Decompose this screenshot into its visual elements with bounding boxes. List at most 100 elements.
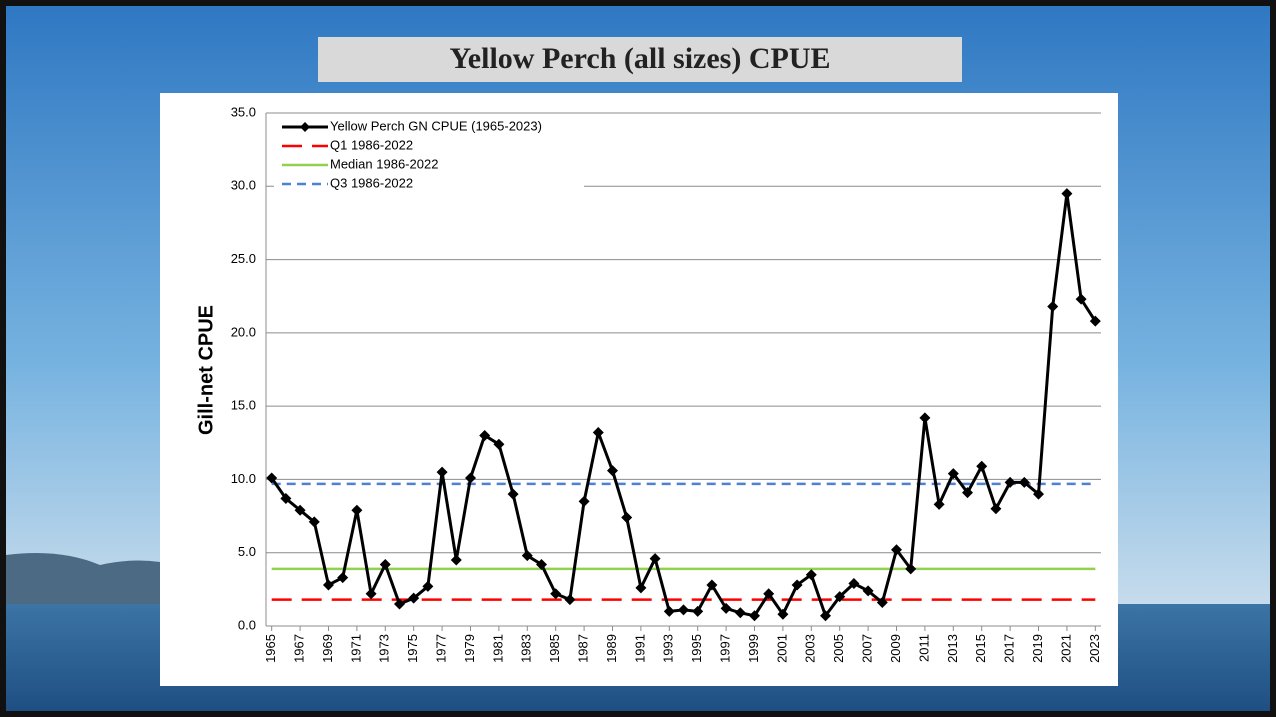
data-point — [962, 487, 974, 499]
legend-box — [274, 115, 584, 197]
data-point — [706, 579, 718, 591]
data-point — [450, 554, 462, 566]
data-point — [408, 592, 420, 604]
legend-label: Yellow Perch GN CPUE (1965-2023) — [330, 118, 542, 133]
x-tick-label: 2011 — [916, 634, 931, 662]
data-point — [678, 604, 689, 616]
x-tick-label: 1967 — [292, 634, 307, 663]
x-tick-label: 1989 — [604, 634, 619, 663]
data-point — [606, 465, 618, 477]
data-point — [393, 598, 405, 610]
data-point — [976, 460, 988, 472]
y-axis-label: Gill-net CPUE — [195, 305, 217, 435]
data-point — [294, 504, 306, 516]
x-tick-label: 2009 — [888, 634, 903, 663]
x-tick-label: 1987 — [576, 634, 591, 663]
y-tick-label: 20.0 — [231, 324, 256, 339]
y-tick-label: 35.0 — [231, 104, 256, 119]
x-tick-label: 2007 — [860, 634, 875, 663]
legend-marker — [300, 122, 310, 132]
x-tick-label: 1977 — [434, 634, 449, 663]
data-point — [379, 558, 391, 570]
x-tick-label: 1995 — [689, 634, 704, 663]
x-tick-label: 1997 — [718, 634, 733, 663]
x-tick-label: 1973 — [377, 634, 392, 663]
data-point — [905, 563, 917, 575]
y-tick-label: 0.0 — [238, 617, 256, 632]
legend-label: Q3 1986-2022 — [330, 175, 413, 190]
data-point — [621, 512, 633, 524]
chart-title: Yellow Perch (all sizes) CPUE — [449, 42, 830, 75]
data-point — [564, 594, 576, 606]
data-point — [308, 516, 320, 528]
data-point — [635, 582, 647, 594]
data-point — [365, 588, 377, 600]
x-tick-label: 2001 — [774, 634, 789, 663]
x-tick-label: 2015 — [973, 634, 988, 663]
x-tick-label: 1985 — [547, 634, 562, 663]
data-point — [337, 572, 349, 584]
data-point — [990, 503, 1002, 515]
title-box — [318, 37, 962, 82]
data-point — [734, 607, 746, 619]
data-point — [876, 597, 888, 609]
data-point — [848, 577, 860, 589]
data-point — [521, 550, 533, 562]
data-point — [805, 569, 817, 581]
data-point — [351, 504, 363, 516]
data-point — [1075, 293, 1087, 305]
data-point — [820, 610, 832, 622]
x-tick-label: 1975 — [405, 634, 420, 663]
data-point — [777, 608, 789, 620]
x-tick-label: 1999 — [746, 634, 761, 663]
x-tick-label: 1983 — [519, 634, 534, 663]
x-tick-label: 1981 — [490, 634, 505, 663]
y-tick-label: 25.0 — [231, 251, 256, 266]
data-point — [919, 412, 931, 424]
y-tick-label: 15.0 — [231, 398, 256, 413]
data-point — [322, 579, 334, 591]
x-tick-label: 2021 — [1058, 634, 1073, 663]
data-point — [1004, 476, 1016, 488]
data-point — [834, 591, 846, 603]
y-tick-label: 5.0 — [238, 544, 256, 559]
x-tick-label: 2005 — [831, 634, 846, 663]
legend-label: Median 1986-2022 — [330, 156, 438, 171]
data-point — [464, 472, 476, 484]
data-point — [535, 558, 547, 570]
data-point — [550, 588, 562, 600]
data-point — [692, 605, 704, 617]
data-point — [592, 427, 604, 439]
data-point — [1033, 488, 1045, 500]
x-tick-label: 2013 — [945, 634, 960, 663]
data-point — [933, 498, 945, 510]
x-tick-label: 1979 — [462, 634, 477, 663]
x-tick-label: 2023 — [1087, 634, 1102, 663]
data-point — [578, 495, 590, 507]
data-point — [1089, 315, 1101, 327]
data-point — [280, 492, 292, 504]
x-tick-label: 1993 — [661, 634, 676, 663]
data-point — [266, 472, 278, 484]
x-tick-label: 1971 — [348, 634, 363, 663]
x-tick-label: 2003 — [803, 634, 818, 663]
data-point — [493, 438, 505, 450]
legend-label: Q1 1986-2022 — [330, 137, 413, 152]
data-point — [720, 602, 732, 614]
data-point — [422, 580, 434, 592]
x-tick-label: 2019 — [1030, 634, 1045, 663]
x-tick-label: 1991 — [632, 634, 647, 663]
x-tick-label: 2017 — [1002, 634, 1017, 663]
data-point — [891, 544, 903, 556]
x-tick-label: 1965 — [263, 634, 278, 663]
y-tick-label: 10.0 — [231, 471, 256, 486]
data-point — [749, 610, 761, 622]
data-point — [947, 468, 959, 480]
data-point — [663, 605, 675, 617]
hills — [6, 552, 160, 606]
data-point — [763, 588, 775, 600]
x-tick-label: 1969 — [320, 634, 335, 663]
data-point — [436, 466, 448, 478]
y-tick-label: 30.0 — [231, 178, 256, 193]
